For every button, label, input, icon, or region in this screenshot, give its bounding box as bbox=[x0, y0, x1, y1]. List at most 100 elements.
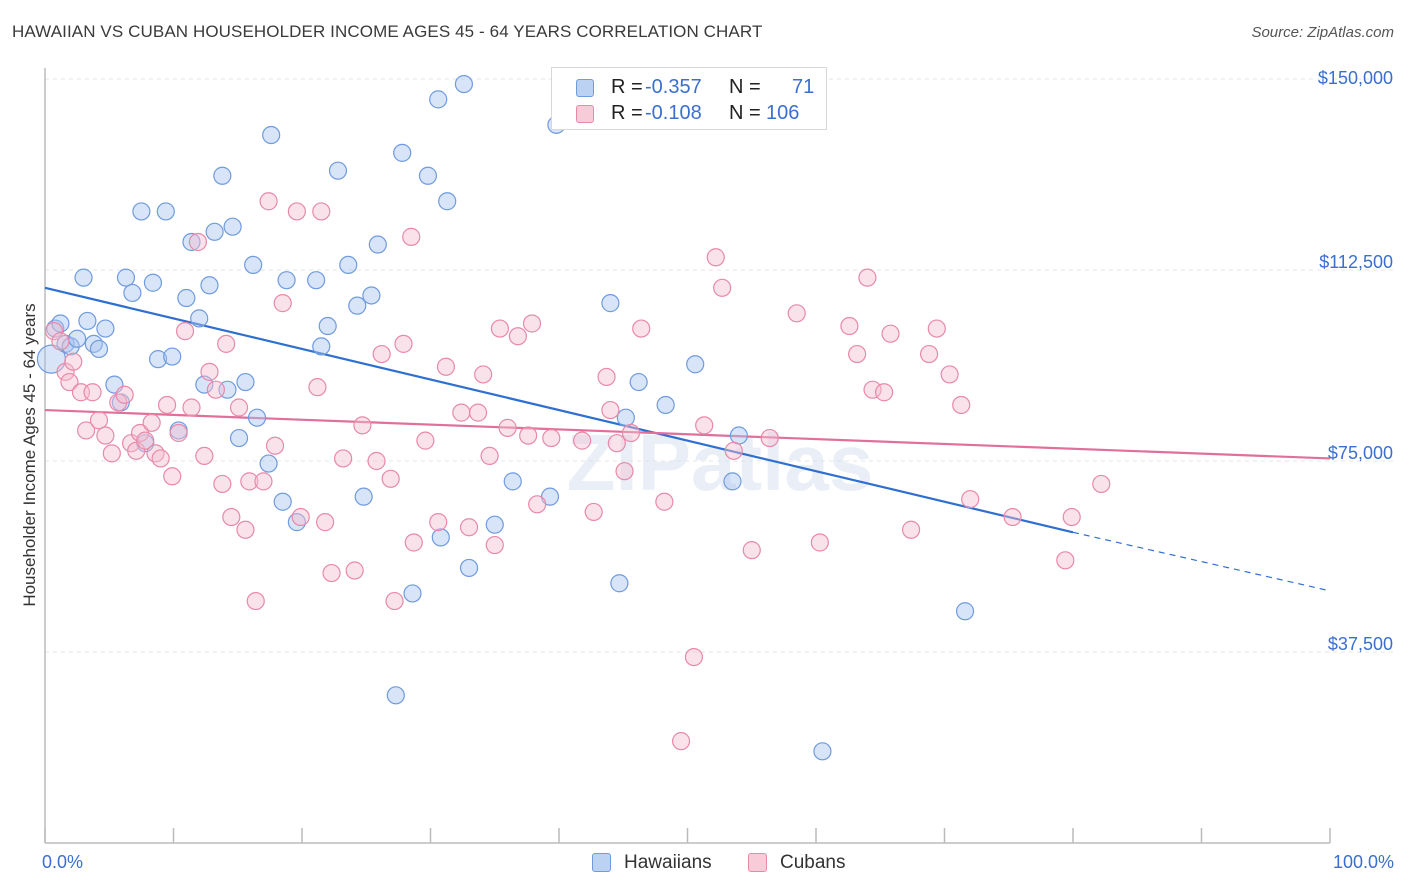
point-cubans bbox=[901, 520, 921, 539]
legend-r-label: R = bbox=[611, 76, 643, 98]
point-cubans bbox=[182, 398, 201, 417]
point-hawaiians bbox=[454, 74, 474, 94]
trend-line-extension bbox=[1072, 531, 1331, 592]
point-hawaiians bbox=[348, 296, 367, 315]
point-cubans bbox=[858, 268, 877, 287]
point-cubans bbox=[372, 344, 391, 364]
point-cubans bbox=[56, 362, 75, 381]
point-hawaiians bbox=[61, 337, 80, 356]
point-hawaiians bbox=[84, 334, 103, 353]
y-tick-label: $75,000 bbox=[1328, 443, 1393, 463]
point-hawaiians bbox=[616, 408, 635, 427]
point-hawaiians bbox=[354, 487, 373, 506]
point-cubans bbox=[840, 316, 859, 336]
point-cubans bbox=[127, 441, 146, 460]
point-cubans bbox=[522, 314, 542, 333]
point-cubans bbox=[573, 431, 592, 450]
point-cubans bbox=[213, 474, 232, 494]
point-cubans bbox=[291, 507, 310, 527]
trend-line-cubans bbox=[44, 408, 1331, 460]
point-hawaiians bbox=[729, 426, 749, 445]
point-cubans bbox=[217, 334, 236, 353]
point-hawaiians bbox=[156, 202, 175, 221]
point-hawaiians bbox=[277, 271, 296, 290]
y-axis-label: Householder Income Ages 45 - 64 years bbox=[20, 303, 39, 606]
point-hawaiians bbox=[318, 316, 337, 336]
point-cubans bbox=[246, 591, 265, 611]
point-cubans bbox=[236, 520, 255, 539]
point-cubans bbox=[60, 372, 79, 392]
point-hawaiians bbox=[51, 314, 70, 333]
point-cubans bbox=[474, 365, 493, 384]
point-cubans bbox=[713, 278, 732, 297]
point-cubans bbox=[1092, 474, 1111, 494]
point-cubans bbox=[459, 518, 479, 537]
point-hawaiians bbox=[386, 686, 405, 705]
point-hawaiians bbox=[431, 528, 450, 547]
legend-r-label: R = bbox=[611, 102, 643, 124]
point-cubans bbox=[102, 444, 121, 463]
point-cubans bbox=[452, 403, 471, 422]
point-hawaiians bbox=[610, 574, 629, 593]
axes bbox=[44, 68, 1331, 844]
point-cubans bbox=[1003, 507, 1022, 527]
point-cubans bbox=[229, 398, 249, 417]
point-cubans bbox=[875, 383, 894, 402]
tick-labels: $37,500 $75,000 $112,500 $150,000 bbox=[1318, 68, 1393, 654]
point-hawaiians bbox=[362, 286, 381, 305]
point-cubans bbox=[695, 416, 714, 435]
point-hawaiians bbox=[259, 454, 278, 473]
point-cubans bbox=[742, 541, 761, 560]
point-hawaiians bbox=[190, 309, 209, 328]
legend-swatch-hawaiians bbox=[576, 79, 594, 97]
point-hawaiians bbox=[148, 350, 168, 369]
point-cubans bbox=[146, 444, 165, 463]
point-cubans bbox=[542, 428, 561, 448]
point-cubans bbox=[83, 383, 102, 402]
point-hawaiians bbox=[163, 347, 182, 366]
point-cubans bbox=[64, 352, 83, 371]
point-hawaiians bbox=[459, 558, 479, 578]
point-hawaiians bbox=[262, 125, 281, 145]
point-hawaiians bbox=[307, 271, 326, 290]
point-hawaiians bbox=[312, 337, 331, 356]
point-hawaiians bbox=[123, 283, 142, 303]
legend-r-value: -0.357 bbox=[645, 76, 702, 98]
point-cubans bbox=[200, 362, 219, 381]
point-cubans bbox=[89, 411, 109, 430]
point-cubans bbox=[429, 513, 448, 532]
point-cubans bbox=[115, 385, 134, 404]
point-cubans bbox=[724, 441, 743, 460]
point-cubans bbox=[480, 446, 499, 466]
point-cubans bbox=[259, 192, 278, 211]
point-cubans bbox=[848, 344, 867, 364]
point-hawaiians bbox=[955, 602, 975, 621]
point-cubans bbox=[881, 324, 900, 343]
point-cubans bbox=[787, 304, 806, 323]
point-hawaiians bbox=[244, 255, 263, 275]
point-cubans bbox=[632, 319, 651, 338]
bottom-legend-label-hawaiians: Hawaiians bbox=[624, 852, 712, 873]
point-hawaiians bbox=[247, 408, 267, 427]
point-cubans bbox=[151, 449, 170, 468]
point-hawaiians bbox=[629, 372, 648, 392]
point-cubans bbox=[136, 431, 155, 450]
watermark: ZIPatlas bbox=[567, 418, 874, 507]
point-cubans bbox=[322, 563, 341, 583]
points-cubans bbox=[44, 192, 1111, 751]
point-cubans bbox=[1062, 507, 1081, 527]
point-hawaiians bbox=[229, 428, 249, 448]
bottom-legend-swatch-cubans bbox=[748, 853, 767, 872]
point-cubans bbox=[490, 319, 509, 338]
point-hawaiians bbox=[89, 339, 109, 359]
point-hawaiians bbox=[403, 584, 422, 603]
point-cubans bbox=[142, 413, 161, 432]
point-cubans bbox=[961, 490, 980, 509]
point-cubans bbox=[188, 232, 208, 252]
legend-row-cubans: R = -0.108 N = 106 bbox=[552, 101, 826, 127]
point-cubans bbox=[416, 431, 435, 450]
chart-source: Source: ZipAtlas.com bbox=[1251, 24, 1394, 41]
point-hawaiians bbox=[723, 472, 742, 491]
point-cubans bbox=[273, 294, 292, 313]
